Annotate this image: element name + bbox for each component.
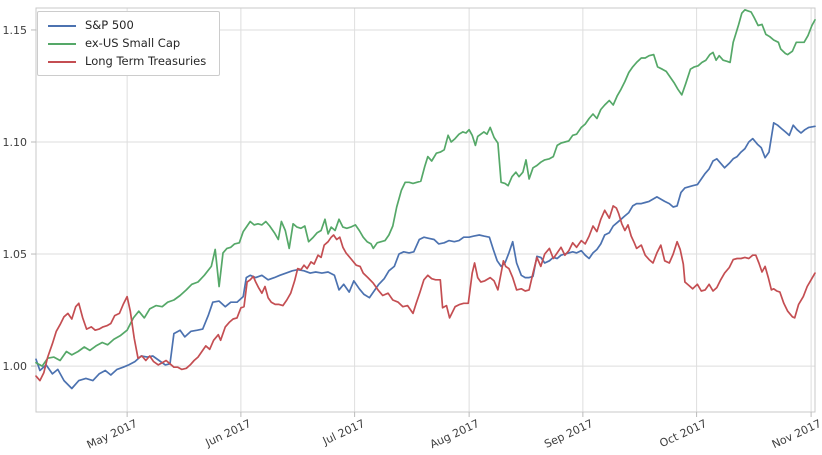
series-line-ex-us-small-cap <box>35 8 816 367</box>
series-line-long-term-treasuries <box>35 205 816 382</box>
plot-border <box>35 7 816 413</box>
y-tick-label: 1.05 <box>3 248 28 261</box>
legend-swatch-sp500-line <box>48 24 76 27</box>
legend-item-ex-us-small-cap: ex-US Small Cap <box>48 36 206 51</box>
y-tick-label: 1.15 <box>3 24 28 37</box>
legend-label-long-term-treasuries: Long Term Treasuries <box>85 54 207 68</box>
x-tick-label: Nov 2017 <box>770 417 822 451</box>
legend-item-sp500: S&P 500 <box>48 18 206 33</box>
legend: S&P 500 ex-US Small Cap Long Term Treasu… <box>37 11 221 76</box>
legend-swatch-long-term-treasuries-line <box>48 60 76 63</box>
legend-label-ex-us-small-cap: ex-US Small Cap <box>85 36 181 50</box>
x-tick-label: Jul 2017 <box>320 417 367 448</box>
y-tick-label: 1.00 <box>3 360 28 373</box>
legend-item-long-term-treasuries: Long Term Treasuries <box>48 54 206 69</box>
y-tick-label: 1.10 <box>3 136 28 149</box>
x-tick-label: May 2017 <box>85 417 140 452</box>
legend-label-sp500: S&P 500 <box>85 18 134 32</box>
x-tick-label: Sep 2017 <box>542 417 595 451</box>
x-tick-label: Jun 2017 <box>203 417 254 450</box>
legend-swatch-ex-us-small-cap-line <box>48 42 76 45</box>
x-tick-label: Oct 2017 <box>658 417 709 450</box>
x-tick-label: Aug 2017 <box>428 417 482 451</box>
series-line-s-p-500 <box>35 122 816 390</box>
